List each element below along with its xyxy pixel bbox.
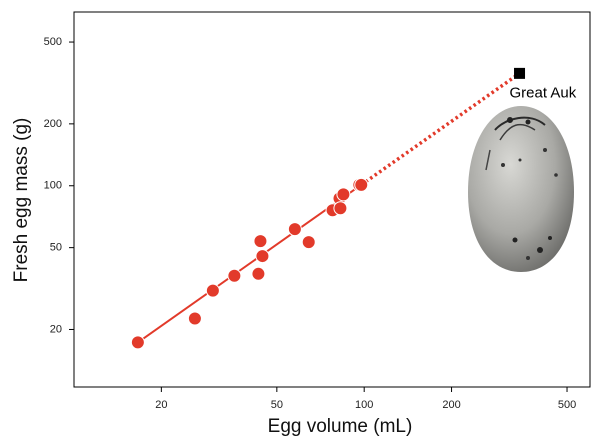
egg-illustration <box>468 106 574 272</box>
plot-frame <box>73 11 591 388</box>
data-point <box>354 177 369 192</box>
extrapolation-line <box>360 71 521 187</box>
data-point <box>255 249 270 264</box>
highlight-point <box>514 67 526 79</box>
y-tick-label: 20 <box>50 323 62 335</box>
highlight-label: Great Auk <box>510 84 577 101</box>
y-tick-label: 200 <box>44 118 62 130</box>
data-point <box>227 268 242 283</box>
x-tick-label: 20 <box>155 399 167 411</box>
data-point <box>336 187 351 202</box>
x-tick-label: 50 <box>271 399 283 411</box>
y-axis-title: Fresh egg mass (g) <box>11 118 32 283</box>
data-point <box>187 311 202 326</box>
x-tick-label: 100 <box>355 399 373 411</box>
data-point <box>253 234 268 249</box>
data-point <box>251 266 266 281</box>
x-axis-title: Egg volume (mL) <box>268 416 413 437</box>
y-tick-label: 100 <box>44 180 62 192</box>
x-tick-label: 500 <box>558 399 576 411</box>
y-tick-label: 500 <box>44 36 62 48</box>
data-point <box>130 335 145 350</box>
data-point <box>301 235 316 250</box>
x-tick-label: 200 <box>442 399 460 411</box>
fit-line <box>137 184 362 344</box>
data-point <box>333 201 348 216</box>
data-point <box>287 222 302 237</box>
data-point <box>205 283 220 298</box>
y-tick-label: 50 <box>50 242 62 254</box>
